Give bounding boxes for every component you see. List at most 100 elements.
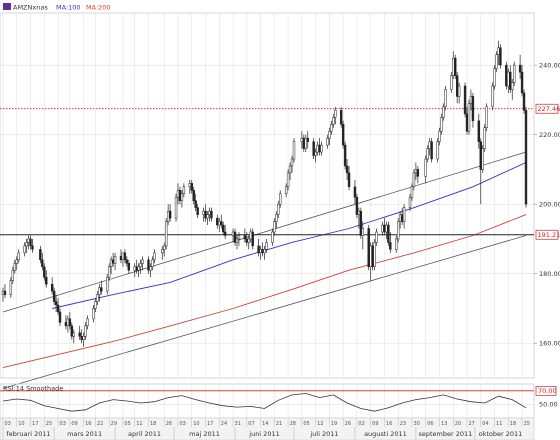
candle-body-down [43, 266, 46, 278]
instrument-icon[interactable] [3, 3, 11, 10]
price-flag-box [535, 103, 559, 114]
candle-body-up [493, 68, 496, 87]
price-panel: 160.00 180.00 200.00 220.00 240.00 227.460 191… [0, 12, 560, 389]
candle-body-up [320, 144, 323, 153]
candle-body-down [119, 256, 123, 261]
candle-body-up [513, 64, 516, 83]
price-panel-frame [0, 12, 535, 379]
candle-body-up [457, 85, 461, 97]
candle-body-up [491, 85, 494, 108]
candle-body-down [127, 263, 131, 271]
candle-body-up [72, 332, 75, 337]
candle-body-down [147, 259, 150, 271]
rsi-series-line [2, 393, 527, 412]
candle-body-up [231, 231, 235, 236]
indicator-label-ma100[interactable]: MA:100 [56, 4, 81, 12]
candle-body-up [436, 141, 439, 160]
trendlines [2, 151, 527, 389]
candle-body-up [440, 117, 443, 132]
candle-body-up [121, 252, 125, 261]
candle-body-down [261, 249, 264, 254]
date-axis-background [0, 417, 535, 440]
date-tick-label: 29 [111, 421, 117, 427]
candle-body-down [520, 71, 524, 94]
candle-body-up [414, 169, 418, 174]
candle-body-up [373, 242, 376, 268]
candle-body-down [477, 120, 481, 142]
candle-body-up [208, 210, 211, 215]
candle-body-up [402, 207, 406, 222]
candle-body-up [481, 148, 484, 170]
candle-body-up [235, 238, 239, 243]
candle-body-up [66, 318, 70, 327]
price-flag-label: 227.460 [538, 105, 560, 113]
candle-body-up [304, 137, 307, 149]
candle-body-up [107, 266, 111, 278]
moving-averages [2, 162, 527, 369]
candle-body-up [511, 82, 514, 90]
ma200-line [2, 214, 527, 369]
rsi-axis: 70.00 50.00 [535, 385, 558, 409]
candle-body-up [286, 172, 290, 188]
candle-body-down [210, 210, 213, 219]
candle-body-up [396, 221, 400, 240]
rsi-line [2, 393, 527, 412]
candle-body-down [339, 110, 343, 125]
candle-body-up [176, 190, 180, 198]
candle-body-down [454, 57, 457, 76]
candle-body-down [68, 318, 72, 327]
candle-body-down [178, 190, 182, 201]
date-tick-label: 21 [276, 421, 282, 427]
candle-body-down [389, 242, 392, 250]
candle-body-up [92, 308, 95, 320]
date-tick-label: 25 [524, 421, 530, 427]
ma100-line [52, 162, 527, 309]
candle-body-up [426, 148, 429, 160]
candle-body-up [369, 245, 372, 268]
candle-body-up [273, 221, 276, 233]
date-tick-label: 09 [71, 421, 77, 427]
candle-body-up [275, 214, 278, 222]
rsi-grid [0, 384, 534, 418]
date-tick-label: 22 [97, 421, 103, 427]
date-tick-label: 03 [179, 421, 185, 427]
date-tick-label: 10 [18, 421, 24, 427]
candle-body-up [485, 106, 488, 128]
candle-body-up [450, 75, 453, 90]
candle-body-down [312, 141, 315, 156]
date-tick-label: 13 [441, 421, 447, 427]
candle-body-down [359, 210, 363, 236]
candle-body-up [284, 186, 288, 195]
indicator-label-ma200[interactable]: MA:200 [86, 4, 111, 12]
candle-body-up [334, 110, 337, 118]
candle-body-up [357, 210, 361, 215]
candle-body-down [306, 137, 309, 142]
candle-body-down [341, 123, 345, 146]
date-tick-label: 17 [32, 421, 38, 427]
candle-body-down [29, 238, 32, 247]
candle-body-up [237, 235, 241, 240]
candle-body-up [328, 130, 331, 139]
candle-body-down [367, 228, 370, 268]
candle-body-down [204, 210, 207, 219]
price-axis: 160.00 180.00 200.00 220.00 240.00 227.460 191… [534, 61, 560, 348]
candle-body-down [216, 217, 219, 226]
candle-body-up [163, 245, 166, 250]
date-tick-label: 05 [303, 421, 309, 427]
candle-body-up [202, 210, 205, 215]
date-tick-label: 11 [496, 421, 502, 427]
symbol-label[interactable]: AMZNxnas [13, 4, 48, 12]
month-label: oktober 2011 [479, 430, 523, 438]
candle-body-down [31, 245, 34, 250]
candle-body-up [279, 193, 282, 205]
horizontal-lines [0, 108, 534, 236]
candle-body-up [288, 165, 292, 174]
candle-body-down [318, 144, 321, 153]
candle-body-down [471, 96, 475, 122]
candle-body-up [495, 54, 498, 69]
candle-body-down [257, 245, 260, 254]
candle-body-down [345, 165, 349, 174]
candle-body-up [507, 71, 510, 87]
candle-body-up [174, 196, 178, 219]
